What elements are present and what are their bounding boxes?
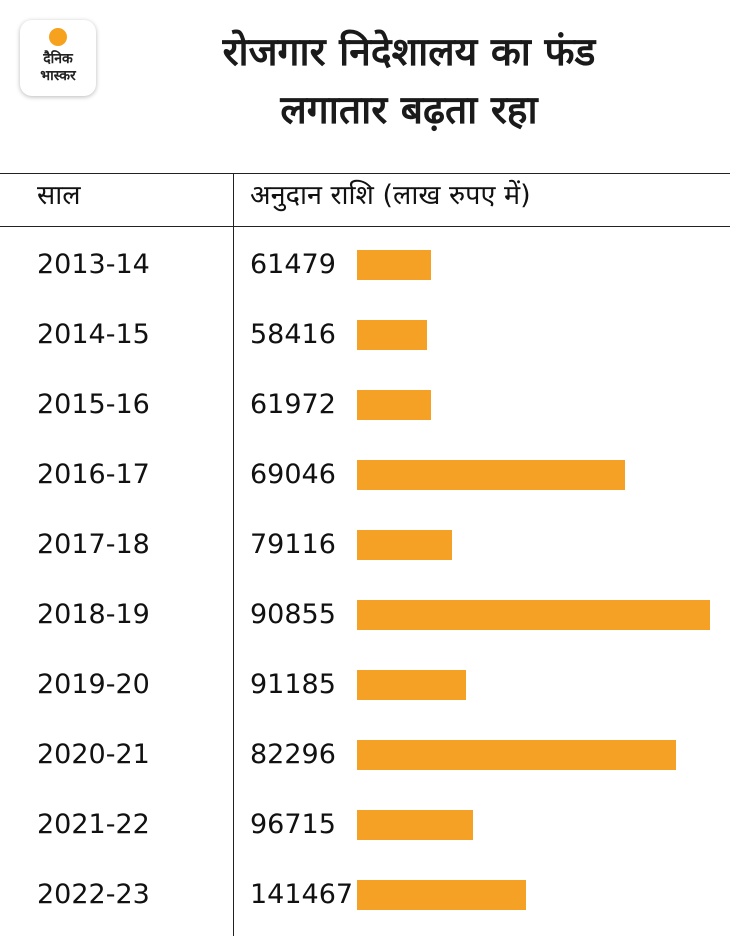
year-cell: 2014-15 (37, 319, 150, 350)
amount-bar (357, 250, 431, 280)
header-bottom-rule (0, 226, 730, 227)
title-line-2: लगातार बढ़ता रहा (280, 88, 538, 133)
amount-bar (357, 460, 625, 490)
amount-cell: 61972 (250, 389, 336, 420)
logo-text-line1: दैनिक (43, 51, 73, 67)
year-cell: 2019-20 (37, 669, 150, 700)
amount-bar (357, 670, 466, 700)
table-top-rule (0, 173, 730, 174)
amount-bar (357, 320, 427, 350)
amount-cell: 69046 (250, 459, 336, 490)
amount-cell: 90855 (250, 599, 336, 630)
amount-cell: 61479 (250, 249, 336, 280)
amount-bar (357, 390, 431, 420)
amount-cell: 141467 (250, 879, 354, 910)
amount-cell: 79116 (250, 529, 336, 560)
amount-bar (357, 810, 473, 840)
amount-bar (357, 530, 452, 560)
logo-text-line2: भास्कर (40, 68, 76, 84)
amount-bar (357, 740, 676, 770)
page-title: रोजगार निदेशालय का फंड लगातार बढ़ता रहा (104, 24, 714, 140)
sun-icon (49, 28, 67, 46)
brand-logo: दैनिक भास्कर (20, 20, 96, 96)
amount-cell: 96715 (250, 809, 336, 840)
year-cell: 2016-17 (37, 459, 150, 490)
amount-cell: 82296 (250, 739, 336, 770)
amount-cell: 58416 (250, 319, 336, 350)
column-header-amount: अनुदान राशि (लाख रुपए में) (250, 180, 531, 211)
year-cell: 2017-18 (37, 529, 150, 560)
year-cell: 2022-23 (37, 879, 150, 910)
amount-bar (357, 880, 526, 910)
column-header-year: साल (37, 180, 81, 211)
year-cell: 2021-22 (37, 809, 150, 840)
amount-cell: 91185 (250, 669, 336, 700)
year-cell: 2018-19 (37, 599, 150, 630)
title-line-1: रोजगार निदेशालय का फंड (222, 30, 596, 75)
year-cell: 2013-14 (37, 249, 150, 280)
column-divider (233, 173, 234, 936)
year-cell: 2020-21 (37, 739, 150, 770)
amount-bar (357, 600, 710, 630)
year-cell: 2015-16 (37, 389, 150, 420)
